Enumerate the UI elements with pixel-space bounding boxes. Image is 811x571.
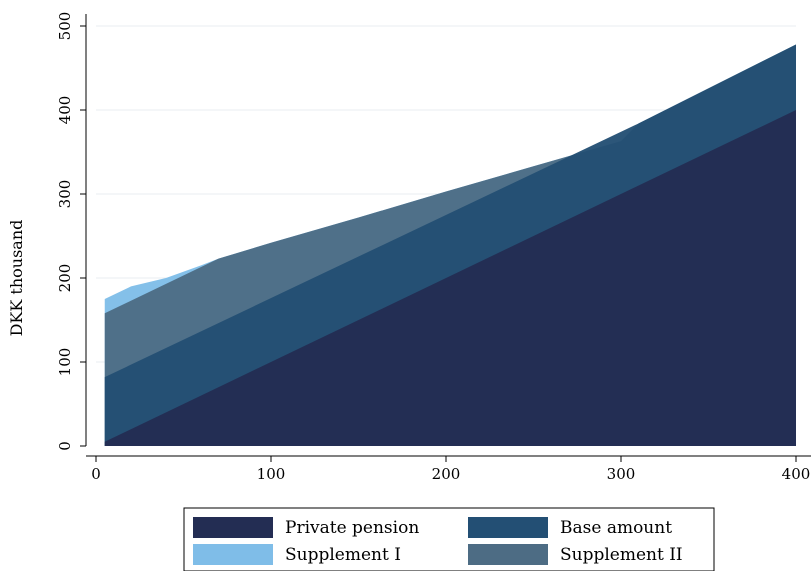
- legend-swatch-supplement-ii: [468, 544, 548, 565]
- y-tick-label: 500: [56, 12, 74, 41]
- y-tick-label: 100: [56, 348, 74, 377]
- y-tick-label: 400: [56, 96, 74, 125]
- x-tick-label: 0: [91, 465, 101, 483]
- y-tick-label: 0: [56, 441, 74, 451]
- y-axis-title: DKK thousand: [7, 220, 26, 337]
- legend-label-private-pension: Private pension: [285, 518, 419, 538]
- legend-swatch-base-amount: [468, 517, 548, 538]
- x-tick-label: 300: [607, 465, 636, 483]
- area-series: [104, 44, 796, 446]
- legend-label-supplement-ii: Supplement II: [560, 545, 683, 565]
- x-tick-label: 200: [432, 465, 461, 483]
- y-tick-label: 300: [56, 180, 74, 209]
- axes: 0 100 200 300 400 500 0 100 200 300 400: [56, 12, 811, 483]
- area-private-pension: [104, 110, 796, 446]
- legend-label-supplement-i: Supplement I: [285, 545, 401, 565]
- y-tick-label: 200: [56, 264, 74, 293]
- legend: Private pension Base amount Supplement I Su…: [183, 507, 715, 571]
- x-tick-label: 400: [782, 465, 811, 483]
- legend-swatch-supplement-i: [193, 544, 273, 565]
- x-tick-label: 100: [257, 465, 286, 483]
- legend-label-base-amount: Base amount: [560, 518, 672, 538]
- y-axis-title-group: DKK thousand: [7, 220, 26, 337]
- legend-swatch-private-pension: [193, 517, 273, 538]
